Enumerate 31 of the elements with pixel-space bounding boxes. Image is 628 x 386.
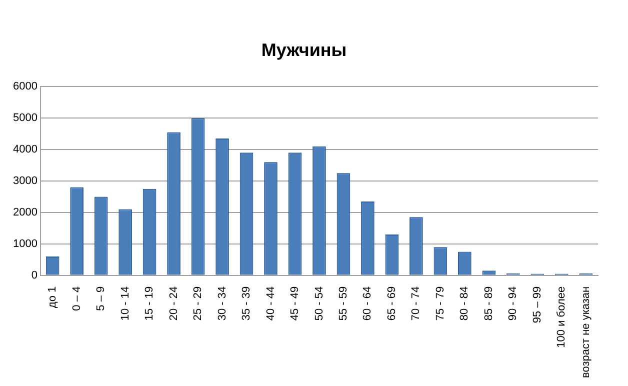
x-tick-label: 90 - 94 bbox=[507, 286, 520, 321]
x-tick-label: 70 - 74 bbox=[410, 286, 422, 321]
x-tick-label: 40 - 44 bbox=[264, 286, 277, 321]
x-tick-label: возраст не указан bbox=[580, 286, 592, 378]
x-tick-label: 95 – 99 bbox=[531, 286, 544, 324]
y-tick-label: 3000 bbox=[12, 175, 38, 188]
y-tick-label: 4000 bbox=[12, 144, 38, 156]
x-tick-label: 0 – 4 bbox=[70, 286, 83, 311]
x-tick-label: 60 - 64 bbox=[362, 286, 374, 321]
x-tick-label: до 1 bbox=[46, 286, 59, 308]
x-tick-label: 35 - 39 bbox=[240, 286, 253, 321]
y-tick-label: 2000 bbox=[12, 206, 38, 218]
x-tick-label: 25 - 29 bbox=[192, 286, 204, 321]
x-tick-label: 5 – 9 bbox=[95, 286, 108, 311]
y-tick-label: 1000 bbox=[12, 238, 38, 250]
y-tick-label: 5000 bbox=[12, 112, 38, 124]
x-tick-label: 20 - 24 bbox=[168, 286, 180, 321]
chart-title: Мужчины bbox=[261, 40, 347, 60]
x-tick-label: 15 - 19 bbox=[144, 286, 156, 321]
x-tick-label: 85 - 89 bbox=[482, 286, 495, 321]
x-tick-label: 30 - 34 bbox=[216, 286, 228, 321]
y-tick-label: 0 bbox=[31, 269, 38, 282]
x-tick-label: 100 и более bbox=[556, 286, 568, 348]
y-tick-label: 6000 bbox=[12, 80, 38, 93]
x-tick-label: 75 - 79 bbox=[434, 286, 446, 321]
x-tick-label: 55 - 59 bbox=[338, 286, 350, 321]
x-tick-label: 50 - 54 bbox=[313, 286, 326, 321]
x-tick-label: 10 - 14 bbox=[119, 286, 132, 321]
x-tick-label: 80 - 84 bbox=[458, 286, 471, 321]
x-tick-label: 65 - 69 bbox=[386, 286, 398, 321]
x-tick-label: 45 - 49 bbox=[289, 286, 302, 321]
